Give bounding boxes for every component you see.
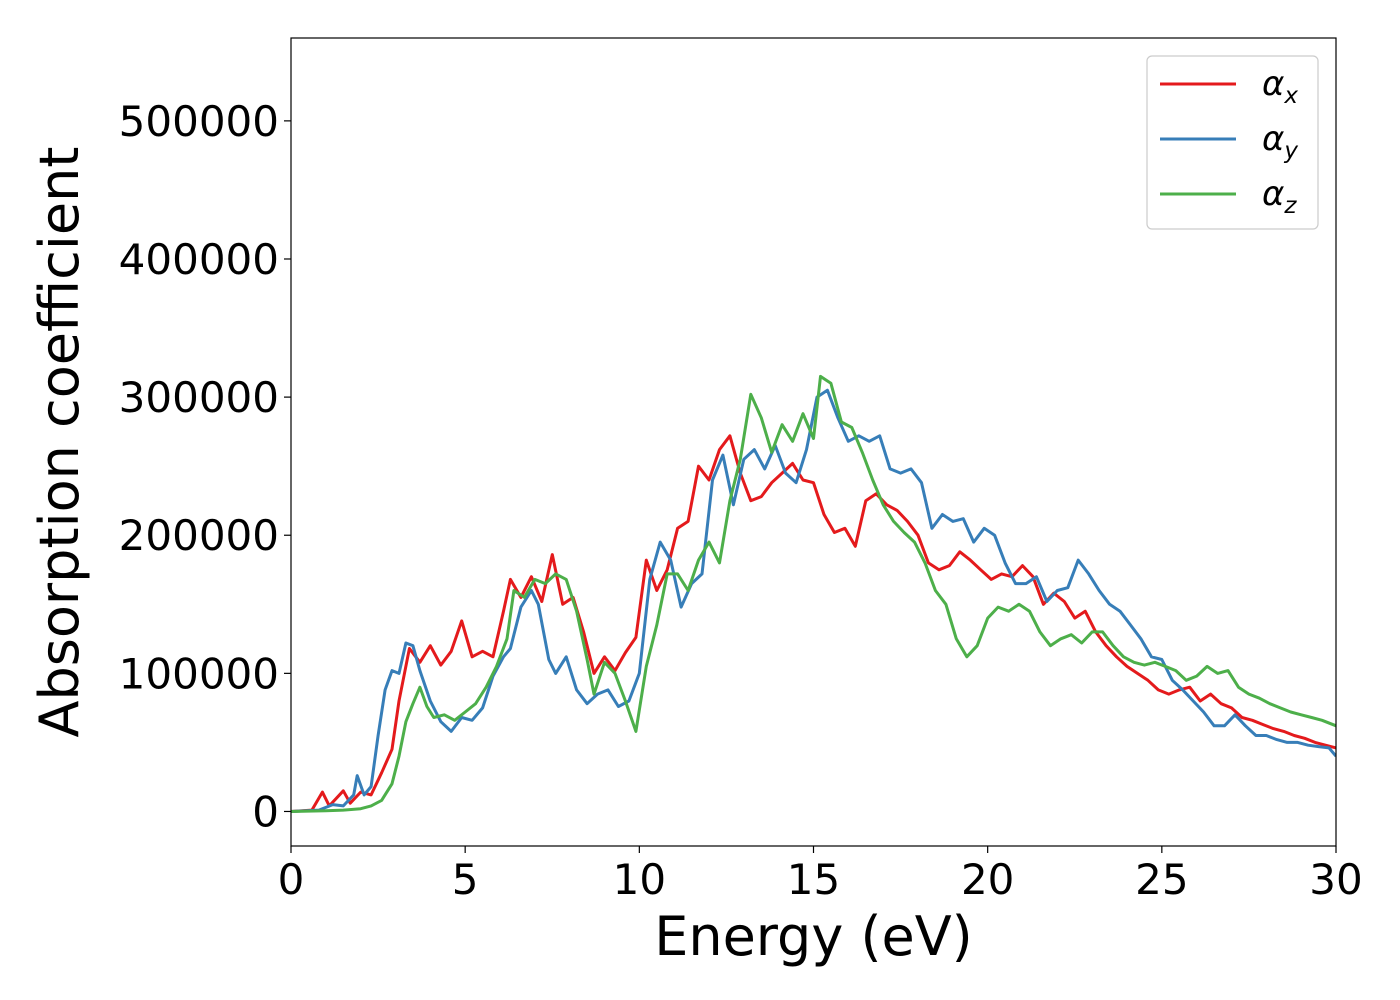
legend-label-alpha-z: αz: [1262, 174, 1297, 219]
x-tick-label: 0: [278, 855, 305, 904]
x-tick-label: 20: [961, 855, 1014, 904]
y-tick-label: 0: [252, 787, 279, 836]
y-tick-label: 200000: [119, 511, 279, 560]
y-tick-label: 300000: [119, 373, 279, 422]
legend: αx αy αz: [1146, 55, 1319, 230]
series-line-alpha-x: [291, 434, 1336, 813]
y-axis-label: Absorption coefficient: [28, 147, 91, 738]
legend-box: [1146, 55, 1319, 230]
y-tick-label: 400000: [119, 235, 279, 284]
legend-label-alpha-y: αy: [1262, 119, 1298, 164]
x-tick-label: 30: [1309, 855, 1362, 904]
ticks-layer: 0 5 10 15 20 25 30 0 100000 200000 300000 400000 500…: [119, 97, 1363, 904]
x-tick-label: 5: [452, 855, 479, 904]
y-tick-label: 500000: [119, 97, 279, 146]
legend-label-alpha-x: αx: [1262, 64, 1298, 109]
x-tick-label: 10: [613, 855, 666, 904]
x-tick-label: 15: [787, 855, 840, 904]
y-tick-label: 100000: [119, 649, 279, 698]
x-axis-label: Energy (eV): [654, 905, 973, 968]
series-layer: [291, 374, 1336, 813]
x-tick-label: 25: [1135, 855, 1188, 904]
series-line-alpha-z: [291, 374, 1336, 813]
series-line-alpha-y: [291, 388, 1336, 813]
